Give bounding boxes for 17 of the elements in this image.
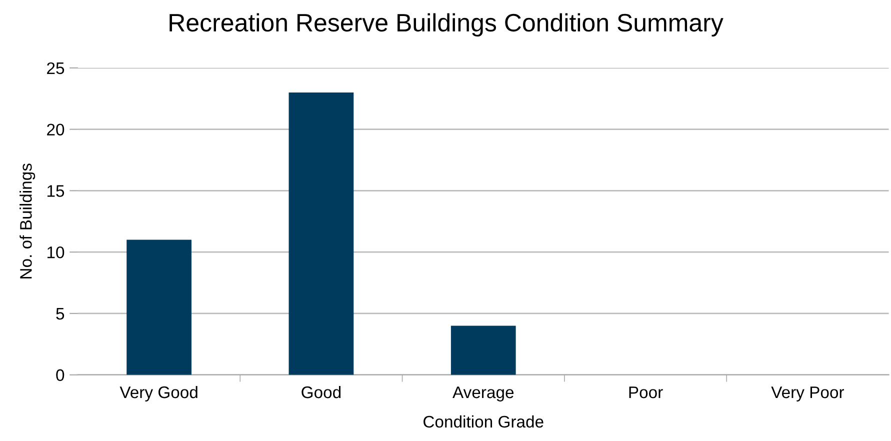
- y-tick-label: 25: [47, 62, 64, 74]
- x-tick-label: Poor: [629, 386, 663, 398]
- x-tick-label: Very Poor: [771, 386, 844, 402]
- y-tick-label: 15: [48, 185, 64, 197]
- y-tick-label: 20: [47, 124, 64, 136]
- bar: [450, 326, 516, 375]
- x-tick-label: Very Good: [120, 386, 198, 402]
- x-axis-title: Condition Grade: [424, 415, 544, 428]
- y-tick-label: 5: [56, 308, 64, 320]
- bar: [126, 240, 192, 375]
- y-tick-label: 0: [56, 369, 64, 382]
- x-tick-label: Good: [302, 386, 341, 398]
- y-tick-label: 10: [48, 246, 64, 258]
- x-tick-label: Average: [452, 386, 514, 402]
- bar: [288, 92, 354, 375]
- y-axis-title: No. of Buildings: [20, 164, 36, 278]
- chart-title: Recreation Reserve Buildings Condition Summary: [170, 13, 724, 37]
